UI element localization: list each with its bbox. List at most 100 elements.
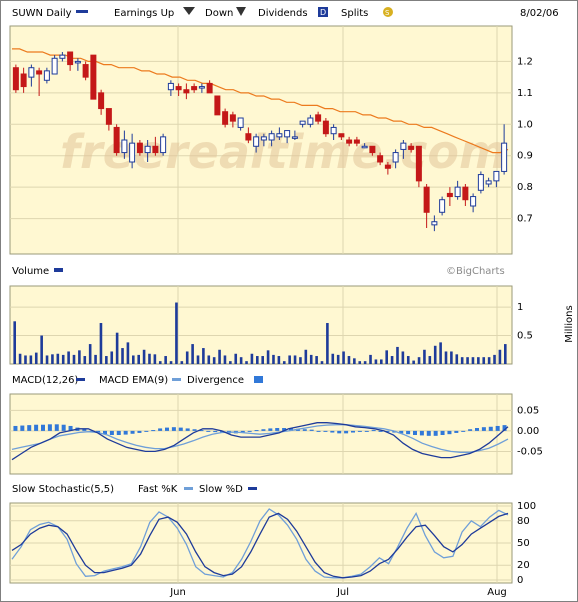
volume-bar [196,355,200,364]
stochastic-panel: 100 80 50 20 0 [9,501,536,586]
volume-bar [115,332,119,364]
volume-bar [288,355,291,364]
candle-body [105,108,112,125]
divergence-bar [165,427,169,431]
fast-k-line [11,508,509,579]
divergence-bar [158,428,163,431]
volume-bar [175,302,178,364]
candle-body [222,111,229,125]
volume-bar [158,361,162,364]
down-label: Down [205,8,233,19]
divergence-bar [68,425,73,431]
candle-body [493,170,500,182]
volume-bar [498,349,502,364]
divergence-bar [47,424,52,431]
volume-bar [13,321,16,364]
price-candle [105,108,112,131]
divergence-bar [144,430,149,432]
macd-ema-label: MACD EMA(9) [99,375,168,386]
month-tick-label: Aug [487,587,507,598]
divergence-bar [34,424,39,431]
candle-body [392,152,399,163]
divergence-bar [337,430,342,434]
volume-bar [202,348,205,364]
volume-bar [94,354,97,364]
month-axis: Jun Jul Aug [169,587,507,598]
candle-body [214,95,221,116]
candle-body [90,54,97,100]
volume-bar [40,335,43,364]
price-candle [284,130,291,144]
divergence-bar [302,429,307,431]
candle-body [51,57,58,75]
candle-body [121,139,128,154]
candle-body [384,164,391,169]
candle-body [206,82,213,94]
price-candle [392,149,399,169]
volume-bars-layer [13,302,507,364]
volume-bar [390,356,394,364]
macd-panel: 0.05 0.00 -0.05 [9,393,543,475]
candle-body [129,142,136,163]
volume-bar [164,356,167,364]
candle-body [237,117,244,128]
divergence-bar [137,430,142,433]
price-candle [307,114,314,128]
volume-bar [326,323,329,364]
volume-bar [299,357,302,364]
divergence-bar [130,430,135,434]
price-candle [36,67,43,96]
volume-bar [423,349,426,364]
candle-body [353,139,360,144]
divergence-bar [481,427,486,431]
volume-bar [320,361,324,364]
divergence-bar [192,429,197,431]
candle-body [408,145,415,150]
volume-bar [207,355,211,364]
volume-bar [433,345,437,364]
volume-bar [439,342,442,364]
volume-bar [256,356,259,364]
candle-body [315,114,322,122]
volume-bar [347,356,351,364]
stochastic-axis: 100 80 50 20 0 [517,501,536,586]
chart-date: 8/02/06 [520,8,559,19]
price-candle [493,170,500,188]
month-tick-label: Jul [336,587,349,598]
price-candle [501,124,508,175]
volume-bar [72,354,76,364]
volume-bar [239,357,243,364]
volume-bar [385,350,388,364]
volume-bar [105,356,108,364]
volume-bar [142,349,146,364]
macd-tick-label: -0.05 [517,446,543,457]
divergence-bar [468,429,473,431]
volume-bar [428,356,432,364]
volume-bar [401,351,405,364]
divergence-bar [413,430,417,435]
month-tick-label: Jun [169,587,186,598]
price-candle [408,143,415,153]
dividends-label: Dividends [258,8,308,19]
price-panel: freerealtime.com 0.70.80.91.01.11.2 [9,25,533,255]
price-candle [415,145,422,188]
macd-axis: 0.05 0.00 -0.05 [517,405,543,457]
divergence-bar [27,425,32,431]
divergence-bar [502,425,507,431]
stochastic-tick-label: 100 [517,501,536,512]
price-candle [276,127,283,140]
volume-bar [56,353,60,364]
price-candle [175,83,182,96]
price-candle [82,61,89,81]
divergence-bar [275,428,280,431]
candle-body [400,142,407,150]
divergence-bar [261,429,266,431]
slow-d-swatch [248,487,257,490]
volume-bar [336,354,340,364]
volume-bar [88,344,92,364]
price-candle [43,67,50,84]
volume-title: Volume [12,266,49,277]
divergence-label: Divergence [187,375,244,386]
candle-body [113,126,120,154]
price-candle [183,83,190,100]
